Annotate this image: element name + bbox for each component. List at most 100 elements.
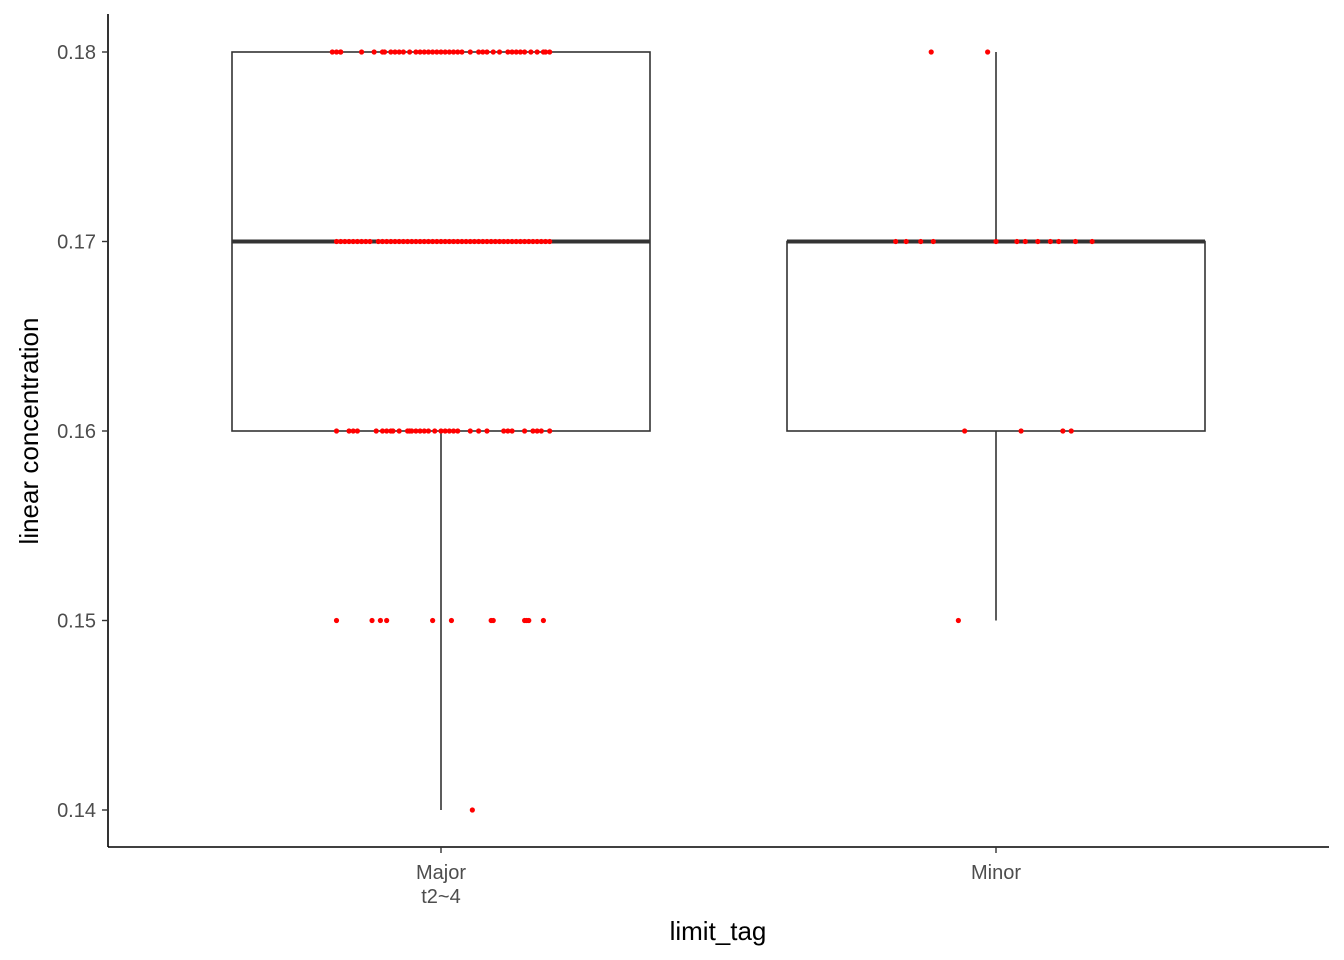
data-point (342, 238, 348, 245)
data-point (350, 428, 356, 434)
data-point (455, 428, 461, 434)
data-point (384, 617, 390, 624)
data-point (540, 617, 547, 624)
data-point (392, 238, 398, 245)
data-point (413, 238, 419, 245)
data-point (467, 428, 473, 434)
data-point (538, 428, 544, 434)
data-point (509, 428, 515, 434)
data-point (1068, 428, 1074, 434)
data-point (513, 49, 519, 55)
data-point (430, 238, 436, 245)
x-tick-label: Minor (971, 862, 1021, 884)
y-tick-label: 0.18 (57, 42, 96, 64)
data-point (333, 617, 340, 624)
data-point (509, 49, 515, 55)
data-point (534, 428, 540, 434)
data-point (505, 238, 511, 245)
x-tick-label: t2~4 (421, 886, 460, 908)
data-point (417, 238, 423, 245)
data-point (526, 238, 532, 245)
data-point (496, 238, 503, 245)
data-point (490, 617, 496, 624)
data-point (492, 238, 498, 245)
data-point (547, 238, 553, 245)
y-tick-label: 0.16 (57, 421, 96, 443)
data-point (432, 428, 438, 434)
data-point (384, 428, 390, 434)
data-point (369, 617, 375, 624)
data-point (384, 238, 390, 245)
data-point (930, 238, 936, 245)
y-tick-label: 0.14 (57, 800, 96, 822)
data-point (446, 49, 452, 55)
data-point (413, 428, 419, 434)
data-point (450, 238, 457, 245)
data-point (1060, 428, 1066, 434)
data-point (893, 238, 899, 245)
data-point (1089, 238, 1095, 245)
data-point (446, 238, 452, 245)
data-point (375, 238, 381, 245)
data-point (442, 428, 448, 434)
data-point (373, 428, 379, 434)
data-point (438, 428, 444, 434)
data-point (354, 238, 360, 245)
data-point (480, 238, 486, 245)
data-point (409, 238, 415, 245)
data-point (346, 238, 352, 245)
data-point (513, 238, 519, 245)
data-point (542, 49, 549, 55)
data-point (467, 49, 473, 55)
data-point (471, 238, 478, 245)
data-point (496, 49, 503, 55)
data-point (542, 238, 549, 245)
data-point (490, 49, 496, 55)
data-point (488, 238, 494, 245)
x-axis-title: limit_tag (670, 916, 767, 946)
data-point (379, 238, 386, 245)
data-point (407, 49, 413, 55)
y-tick-label: 0.17 (57, 232, 96, 254)
data-point (434, 49, 440, 55)
data-point (438, 49, 444, 55)
data-point (469, 807, 475, 813)
data-point (534, 238, 540, 245)
data-point (450, 49, 457, 55)
data-point (501, 238, 507, 245)
data-point (962, 428, 968, 434)
data-point (425, 238, 432, 245)
data-point (358, 238, 365, 245)
data-point (434, 238, 440, 245)
data-point (388, 49, 394, 55)
data-point (985, 49, 991, 55)
data-point (517, 238, 524, 245)
data-point (517, 49, 524, 55)
data-point (1072, 238, 1079, 245)
data-point (505, 428, 511, 434)
data-point (530, 238, 536, 245)
data-point (371, 49, 377, 55)
data-point (1035, 238, 1041, 245)
data-point (928, 49, 934, 55)
data-point (480, 49, 486, 55)
data-point (455, 238, 461, 245)
data-point (1047, 238, 1053, 245)
data-point (338, 238, 344, 245)
y-axis-title: linear concentration (14, 318, 44, 545)
data-point (381, 49, 388, 55)
data-point (392, 49, 398, 55)
data-point (955, 617, 961, 624)
data-point (530, 428, 536, 434)
data-point (421, 49, 427, 55)
data-point (367, 238, 373, 245)
data-point (442, 238, 448, 245)
data-point (354, 428, 360, 434)
data-point (522, 238, 528, 245)
data-point (522, 428, 528, 434)
data-point (484, 238, 490, 245)
data-point (505, 49, 511, 55)
data-point (400, 238, 406, 245)
data-point (459, 238, 465, 245)
data-point (538, 238, 544, 245)
